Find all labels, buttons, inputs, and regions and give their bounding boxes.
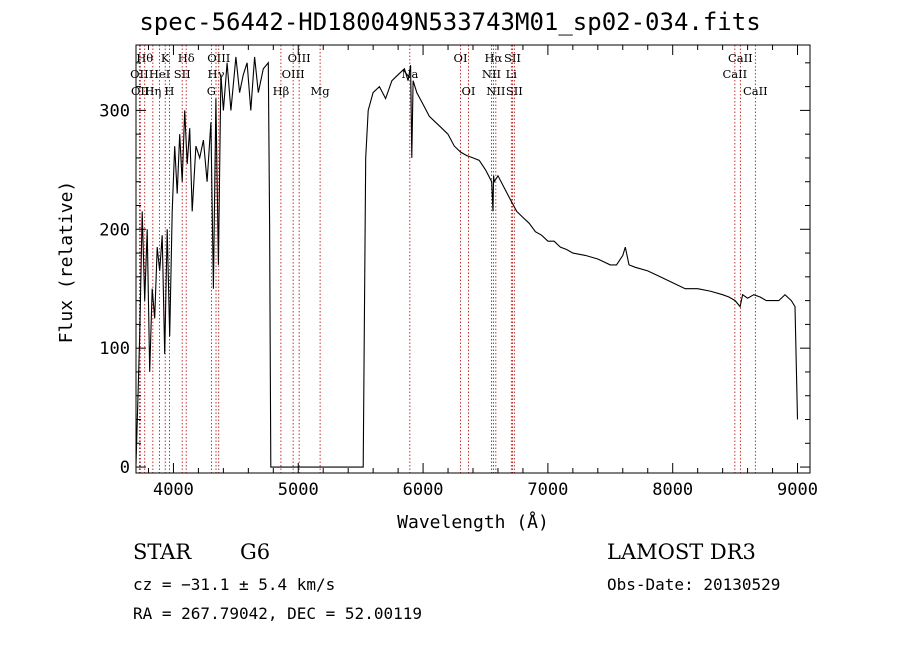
obs-date: Obs-Date: 20130529 [607, 575, 781, 594]
line-label-7: SII [174, 67, 191, 81]
y-tick-label-200: 200 [99, 220, 130, 240]
line-label-0: OII [130, 67, 149, 81]
line-label-9: G [207, 84, 216, 98]
line-label-23: SII [504, 51, 521, 65]
line-labels: OIIOIIHθHηHeIKHSIIHδGHγOIIIHβOIIIOIIIMgN… [130, 51, 768, 98]
line-label-21: NII [486, 84, 505, 98]
x-tick-label-6000: 6000 [403, 480, 444, 500]
line-label-2: Hθ [136, 51, 153, 65]
line-label-5: K [161, 51, 170, 65]
survey-label: LAMOST DR3 [607, 540, 756, 564]
subclass-label: G6 [240, 540, 271, 564]
line-label-18: OI [462, 84, 476, 98]
line-label-17: OI [454, 51, 468, 65]
plot-frame [135, 44, 811, 474]
line-label-13: OIII [282, 67, 305, 81]
x-axis-label: Wavelength (Å) [397, 511, 549, 533]
line-label-14: OIII [288, 51, 311, 65]
y-tick-label-300: 300 [99, 101, 130, 121]
line-label-4: HeI [149, 67, 170, 81]
line-label-3: Hη [144, 84, 161, 98]
line-label-6: H [164, 84, 174, 98]
line-label-11: OIII [207, 51, 230, 65]
emission-line-markers [138, 45, 756, 473]
line-label-19: NII [482, 67, 501, 81]
line-label-15: Mg [311, 84, 331, 98]
coordinates: RA = 267.79042, DEC = 52.00119 [133, 604, 422, 623]
x-tick-label-9000: 9000 [777, 480, 818, 500]
y-tick-label-100: 100 [99, 339, 130, 359]
cz-value: cz = −31.1 ± 5.4 km/s [133, 575, 336, 594]
x-tick-label-7000: 7000 [527, 480, 568, 500]
line-label-20: Hα [484, 51, 502, 65]
line-label-16: Na [401, 67, 418, 81]
line-label-10: Hγ [208, 67, 225, 81]
line-label-25: CaII [722, 67, 747, 81]
line-label-12: Hβ [273, 84, 290, 98]
x-tick-label-4000: 4000 [153, 480, 194, 500]
line-label-1: OII [131, 84, 150, 98]
line-label-27: CaII [743, 84, 768, 98]
y-axis-label: Flux (relative) [56, 181, 77, 344]
x-tick-label-5000: 5000 [278, 480, 319, 500]
chart-title: spec-56442-HD180049N533743M01_sp02-034.f… [139, 8, 761, 36]
axis-ticks: 4000 5000 6000 7000 8000 9000 0 100 200 300 [99, 45, 818, 500]
line-label-26: CaII [728, 51, 753, 65]
class-label: STAR [133, 540, 192, 564]
line-label-8: Hδ [178, 51, 195, 65]
line-label-22: Li [506, 67, 518, 81]
flux-series-line [135, 56, 799, 468]
line-label-24: SII [506, 84, 523, 98]
y-tick-label-0: 0 [120, 458, 130, 478]
x-tick-label-8000: 8000 [652, 480, 693, 500]
